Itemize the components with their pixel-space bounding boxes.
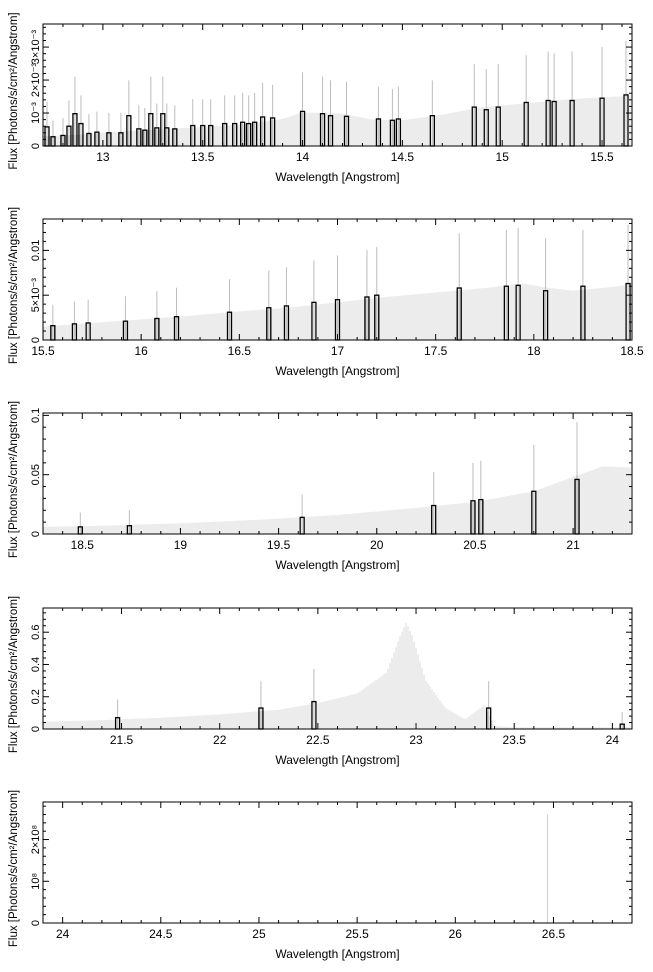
chart-panel-5: 24 24.5 25 25.5 26 26.5 0 10⁸ 2×10⁸ Wavelength [A… [8, 790, 633, 961]
y-axis-label: Flux [Photons/s/cm²/Angstrom] [8, 207, 20, 364]
x-tick-label: 13.5 [191, 150, 215, 164]
model-series [43, 283, 631, 340]
x-tick-label: 14 [296, 150, 310, 164]
x-tick-label: 20 [370, 538, 384, 552]
x-tick-label: 25 [252, 927, 266, 941]
data-series [44, 40, 629, 147]
x-tick-label: 25.5 [345, 927, 369, 941]
x-tick-label: 18.5 [71, 538, 95, 552]
y-tick-label: 10⁸ [30, 873, 42, 890]
x-tick-label: 15 [496, 150, 510, 164]
y-axis-label: Flux [Photons/s/cm²/Angstrom] [8, 401, 20, 558]
x-tick-label: 19 [174, 538, 188, 552]
chart-panel-3: 18.5 19 19.5 20 20.5 21 0 0.05 0.1 Wavelength [An… [8, 401, 633, 572]
y-axis-label: Flux [Photons/s/cm²/Angstrom] [8, 12, 20, 169]
y-tick-label: 0.01 [30, 240, 42, 261]
y-tick-label: 0.2 [30, 689, 42, 704]
y-tick-label: 0 [30, 337, 42, 343]
y-tick-label: 3×10⁻³ [30, 30, 42, 65]
y-axis-label: Flux [Photons/s/cm²/Angstrom] [8, 596, 20, 753]
y-tick-label: 0 [30, 143, 42, 149]
y-axis-label: Flux [Photons/s/cm²/Angstrom] [8, 790, 20, 947]
y-tick-label: 0 [30, 531, 42, 537]
plot-frame [42, 801, 633, 924]
x-tick-label: 23.5 [503, 733, 527, 747]
x-tick-label: 17 [331, 344, 345, 358]
x-tick-label: 26 [449, 927, 463, 941]
x-tick-label: 18 [527, 344, 541, 358]
x-tick-label: 22 [213, 733, 227, 747]
x-tick-label: 16 [134, 344, 148, 358]
x-tick-label: 23 [409, 733, 423, 747]
x-tick-label: 21.5 [110, 733, 134, 747]
x-tick-label: 20.5 [463, 538, 487, 552]
model-series [43, 622, 631, 729]
y-tick-label: 0.1 [30, 408, 42, 423]
x-axis-label: Wavelength [Angstrom] [275, 364, 399, 378]
x-tick-label: 13 [96, 150, 110, 164]
chart-panel-2: 15.5 16 16.5 17 17.5 18 18.5 0 5×10⁻³ 0.01 Wavelen… [8, 207, 644, 378]
y-tick-label: 0.6 [30, 625, 42, 640]
y-tick-label: 0.05 [30, 464, 42, 485]
x-axis-label: Wavelength [Angstrom] [275, 753, 399, 767]
y-tick-label: 2×10⁸ [30, 825, 42, 854]
x-tick-label: 15.5 [31, 344, 55, 358]
model-series [43, 95, 631, 146]
y-tick-label: 0 [30, 726, 42, 732]
y-tick-label: 10⁻³ [30, 102, 42, 124]
x-axis-label: Wavelength [Angstrom] [275, 170, 399, 184]
x-tick-label: 19.5 [267, 538, 291, 552]
x-tick-label: 16.5 [228, 344, 252, 358]
y-tick-label: 0.4 [30, 657, 42, 672]
chart-panel-1: 13 13.5 14 14.5 15 15.5 0 10⁻³ 2×10⁻³3×10⁻³ Wavel… [8, 12, 633, 184]
y-tick-label: 2×10⁻³ [30, 63, 42, 98]
y-tick-label: 0 [30, 920, 42, 926]
x-tick-label: 24 [56, 927, 70, 941]
x-axis-label: Wavelength [Angstrom] [275, 947, 399, 961]
x-tick-label: 26.5 [542, 927, 566, 941]
x-tick-label: 24 [606, 733, 620, 747]
plot-frame [42, 607, 633, 730]
chart-panel-4: 21.5 22 22.5 23 23.5 24 0 0.2 0.4 0.6 Wavelength [… [8, 596, 633, 767]
x-axis-label: Wavelength [Angstrom] [275, 558, 399, 572]
x-tick-label: 18.5 [620, 344, 644, 358]
model-series [43, 466, 631, 534]
x-tick-label: 14.5 [391, 150, 415, 164]
x-tick-label: 24.5 [149, 927, 173, 941]
y-tick-label: 5×10⁻³ [30, 278, 42, 313]
x-tick-label: 17.5 [424, 344, 448, 358]
x-tick-label: 22.5 [306, 733, 330, 747]
x-tick-label: 15.5 [590, 150, 614, 164]
x-tick-label: 21 [566, 538, 580, 552]
plot-frame [42, 23, 633, 147]
